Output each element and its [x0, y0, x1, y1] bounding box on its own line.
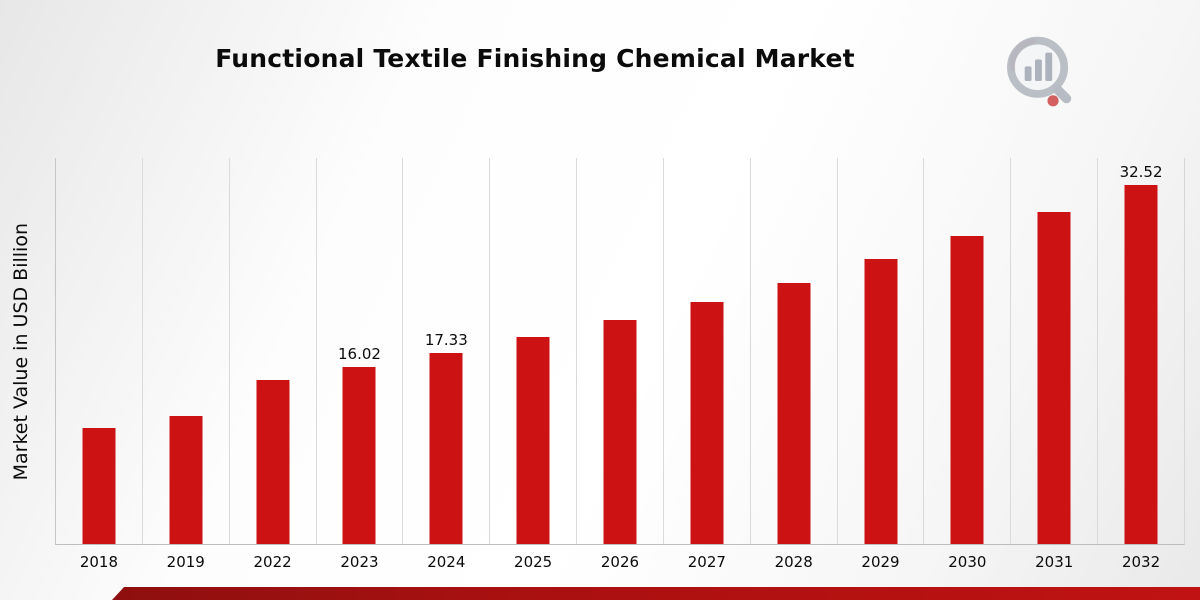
y-axis-title-wrap: Market Value in USD Billion — [0, 158, 42, 545]
bar-2027 — [690, 302, 724, 544]
x-axis-label-2031: 2031 — [1035, 553, 1074, 571]
bar-cell-2028: 2028 — [749, 158, 837, 571]
bar-2019 — [169, 416, 203, 544]
x-axis-label-2028: 2028 — [774, 553, 813, 571]
bar-2018 — [82, 428, 116, 544]
x-axis-label-2027: 2027 — [687, 553, 726, 571]
bar-cell-2027: 2027 — [662, 158, 750, 571]
bar-cell-2025: 2025 — [489, 158, 576, 571]
x-axis-label-2029: 2029 — [861, 553, 900, 571]
x-axis-label-2018: 2018 — [79, 553, 119, 571]
x-axis-label-2022: 2022 — [253, 553, 292, 571]
bar-cell-2019: 2019 — [141, 158, 229, 571]
bar-value-label-2032: 32.52 — [1119, 163, 1163, 182]
bar-cell-2018: 2018 — [56, 158, 142, 571]
bar-2022 — [256, 379, 290, 544]
x-axis-label-2025: 2025 — [514, 553, 553, 571]
bar-2025 — [516, 336, 550, 544]
bar-2032: 32.52 — [1120, 163, 1163, 544]
bar-cell-2029: 2029 — [836, 158, 924, 571]
bar-2031 — [1037, 212, 1071, 544]
bar-value-label-2024: 17.33 — [424, 330, 468, 349]
x-axis-label-2026: 2026 — [600, 553, 640, 571]
bar-cell-2030: 2030 — [923, 158, 1010, 571]
x-axis-label-2019: 2019 — [166, 553, 205, 571]
bar-cell-2026: 2026 — [576, 158, 663, 571]
chart-title: Functional Textile Finishing Chemical Ma… — [215, 44, 855, 73]
x-axis-label-2032: 2032 — [1121, 553, 1161, 571]
bar-2024: 17.33 — [425, 331, 468, 544]
bar-chart-magnifier-logo — [998, 26, 1084, 112]
x-axis-label-2030: 2030 — [948, 553, 987, 571]
bar-2029 — [864, 259, 898, 544]
bar-value-label-2023: 16.02 — [337, 345, 381, 364]
bar-2023: 16.02 — [338, 345, 381, 544]
bar-cell-2032: 32.52 2032 — [1097, 158, 1184, 571]
x-axis-label-2023: 2023 — [340, 553, 379, 571]
plot-area: 2018 2019 2022 16.02 2023 17.33 2024 2025 2026 20… — [55, 158, 1185, 571]
bar-2030 — [950, 236, 984, 544]
x-axis-label-2024: 2024 — [427, 553, 466, 571]
bar-cell-2024: 17.33 2024 — [402, 158, 489, 571]
bar-cell-2023: 16.02 2023 — [315, 158, 403, 571]
bar-2028 — [777, 282, 811, 544]
bottom-red-ribbon — [112, 587, 1200, 600]
y-axis-title: Market Value in USD Billion — [10, 222, 32, 481]
bar-cell-2022: 2022 — [228, 158, 316, 571]
bar-2026 — [603, 320, 637, 544]
bar-cell-2031: 2031 — [1010, 158, 1097, 571]
